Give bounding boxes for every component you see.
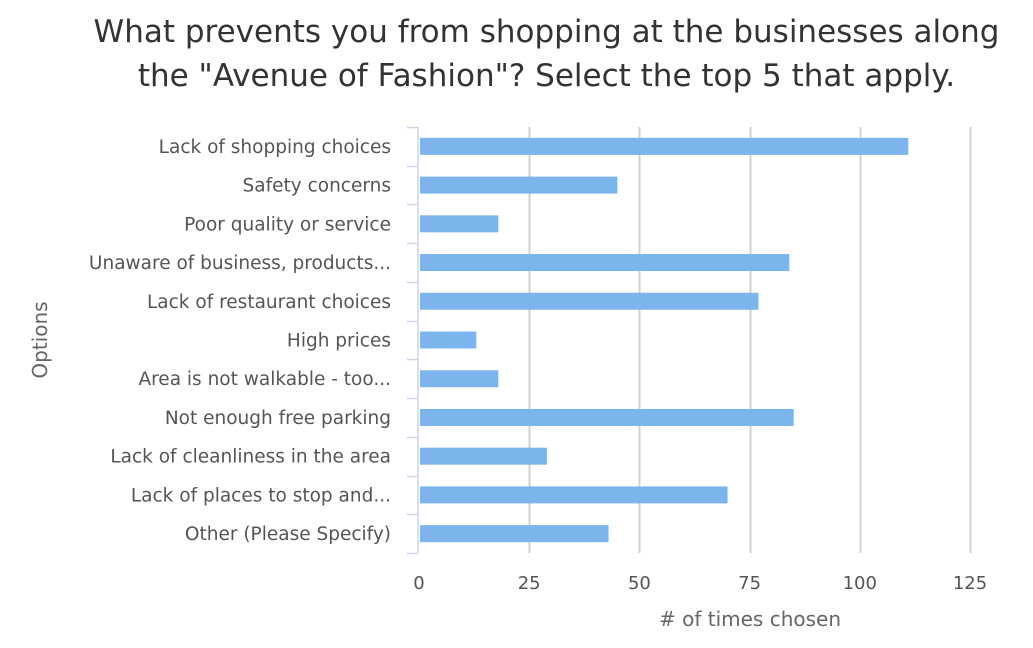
category-label: Unaware of business, products... [89,253,391,274]
bar [420,370,499,388]
category-label: Lack of shopping choices [159,137,391,158]
bar [420,486,728,504]
bar [420,215,499,233]
category-label: High prices [287,331,391,352]
category-label: Safety concerns [243,176,391,197]
bar [420,331,477,349]
bar [420,447,547,465]
x-axis-title: # of times chosen [659,607,841,631]
category-label: Not enough free parking [165,408,391,429]
category-label: Lack of cleanliness in the area [110,447,391,468]
bar [420,408,794,426]
x-tick-label: 25 [518,573,541,594]
chart-title-line-2: the "Avenue of Fashion"? Select the top … [137,58,956,94]
x-tick-label: 0 [413,573,424,594]
x-tick-label: 50 [628,573,651,594]
bar [420,176,618,194]
y-axis-title: Options [28,301,52,378]
category-label: Area is not walkable - too... [138,369,391,390]
bar [420,525,609,543]
bar [420,137,909,155]
bar [420,292,759,310]
category-label: Lack of restaurant choices [147,292,391,313]
category-label: Other (Please Specify) [185,524,391,545]
category-label: Lack of places to stop and... [131,485,391,506]
x-tick-label: 75 [738,573,761,594]
x-tick-label: 125 [953,573,987,594]
chart-title-line-1: What prevents you from shopping at the b… [93,14,1000,50]
category-label: Poor quality or service [184,214,391,235]
x-tick-label: 100 [843,573,877,594]
bar [420,254,790,272]
chart-title: What prevents you from shopping at the b… [0,10,1033,98]
